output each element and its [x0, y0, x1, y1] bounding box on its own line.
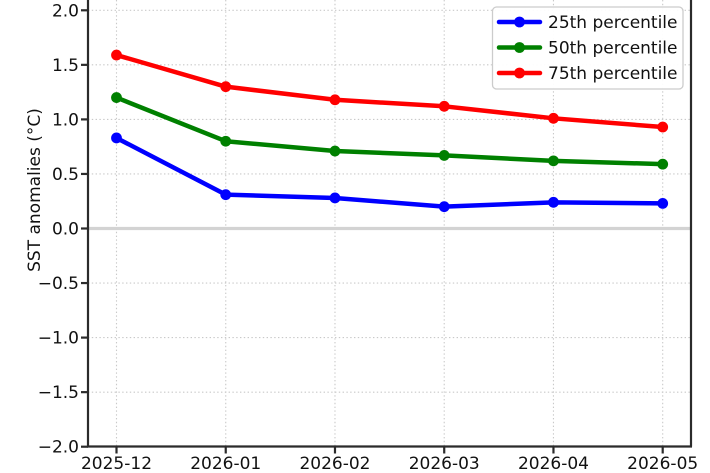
legend-box	[491, 6, 684, 90]
legend-entry-label: 25th percentile	[548, 13, 678, 33]
data-point-75th-percentile	[438, 100, 450, 112]
axes-group	[81, 0, 693, 454]
y-tick-label: 1.5	[52, 56, 79, 76]
data-point-50th-percentile	[548, 155, 559, 167]
y-axis-label: SST anomalies (°C)	[25, 108, 45, 272]
data-point-50th-percentile	[220, 135, 232, 147]
data-point-25th-percentile	[548, 196, 559, 208]
y-tick-label: 0.5	[52, 165, 79, 185]
x-tick-label: 2026-02	[299, 454, 370, 473]
data-point-75th-percentile	[220, 81, 232, 93]
data-point-50th-percentile	[329, 145, 341, 157]
x-tick-label: 2026-04	[518, 454, 589, 473]
y-tick-label: 1.0	[52, 110, 79, 130]
y-tick-label: −1.0	[38, 329, 79, 349]
data-point-75th-percentile	[329, 94, 341, 106]
legend-marker-icon-25th-percentile	[514, 16, 525, 28]
y-tick-label: −1.5	[38, 383, 79, 403]
data-point-25th-percentile	[657, 198, 669, 209]
series-group	[111, 49, 669, 213]
x-tick-label: 2025-12	[81, 454, 152, 473]
data-point-75th-percentile	[548, 112, 559, 124]
y-tick-label: 0.0	[52, 220, 79, 240]
data-point-25th-percentile	[329, 192, 341, 204]
data-point-50th-percentile	[438, 150, 450, 161]
series-line-75th-percentile	[114, 52, 665, 130]
x-tick-label: 2026-05	[627, 454, 698, 473]
y-tick-label: 2.0	[52, 1, 79, 21]
legend-entry-label: 75th percentile	[548, 64, 678, 84]
data-point-75th-percentile	[111, 49, 122, 61]
series-line-50th-percentile	[114, 95, 665, 167]
y-tick-label: −2.0	[38, 438, 79, 458]
legend-entry-label: 50th percentile	[548, 39, 678, 59]
data-point-25th-percentile	[438, 201, 450, 213]
data-point-50th-percentile	[657, 158, 669, 170]
x-tick-label: 2026-03	[409, 454, 480, 473]
data-point-75th-percentile	[657, 121, 669, 133]
data-point-25th-percentile	[111, 132, 122, 144]
data-point-50th-percentile	[111, 92, 122, 103]
legend-marker-icon-50th-percentile	[514, 42, 525, 53]
legend: 25th percentile 50th percentile 75th perce…	[491, 6, 684, 90]
x-tick-label: 2026-01	[190, 454, 261, 473]
y-tick-label: −0.5	[38, 274, 79, 294]
series-line-25th-percentile	[114, 135, 665, 209]
legend-marker-icon-75th-percentile	[514, 67, 525, 79]
data-point-25th-percentile	[220, 189, 232, 201]
